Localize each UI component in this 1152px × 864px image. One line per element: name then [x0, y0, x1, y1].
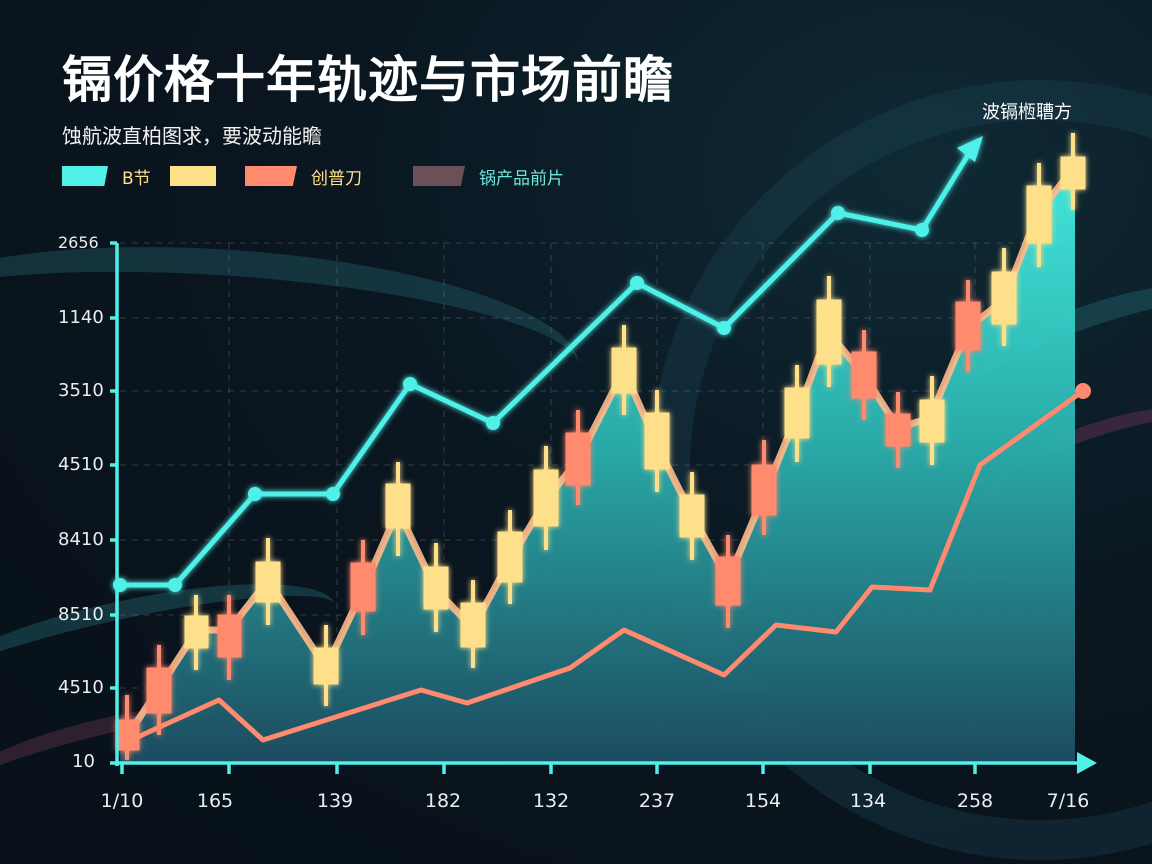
salmon-series-line [118, 388, 1085, 748]
x-tick-label: 139 [316, 790, 354, 812]
y-tick-label: 4510 [58, 454, 104, 475]
x-tick-label: 182 [424, 790, 462, 812]
legend-swatch-yellow [170, 166, 216, 186]
x-tick-label: 165 [196, 790, 234, 812]
x-tick-label: 134 [849, 790, 887, 812]
legend-item-salmon: 创普刀 [245, 164, 362, 189]
chart-annotation: 波镉㮓䏆方 [982, 102, 1072, 123]
x-tick-label: 258 [956, 790, 994, 812]
legend-item-cyan: B节 [62, 164, 151, 189]
legend-swatch-cyan [62, 166, 108, 186]
y-tick-label: 1140 [58, 307, 104, 328]
legend-label: B节 [122, 168, 151, 189]
y-tick-label: 2656 [58, 233, 99, 252]
y-tick-label: 3510 [58, 380, 104, 401]
cyan-series [113, 136, 983, 592]
legend-item-yellow [170, 164, 216, 188]
x-tick-label: 154 [744, 790, 782, 812]
area-fill [120, 170, 1075, 763]
candles [116, 133, 1086, 760]
y-tick-label: 4510 [58, 677, 104, 698]
y-tick-label: 8410 [58, 529, 104, 550]
x-tick-label: 237 [638, 790, 676, 812]
axes [110, 241, 1097, 774]
trend-arrow-head-icon [957, 136, 983, 162]
x-tick-label: 1/10 [100, 790, 144, 812]
legend-label: 创普刀 [311, 168, 362, 189]
x-tick-label: 7/16 [1046, 790, 1090, 812]
legend-label: 锅产品前片 [479, 168, 564, 189]
chart-subtitle: 蚀航波直柏图求，要波动能瞻 [62, 124, 322, 148]
x-tick-label: 132 [532, 790, 570, 812]
legend-swatch-salmon [245, 166, 297, 186]
y-tick-label: 8510 [58, 604, 104, 625]
chart-title: 镉价格十年轨迹与市场前瞻 [62, 51, 674, 109]
salmon-series-endpoint [1075, 383, 1091, 399]
legend-swatch-mauve [413, 166, 465, 186]
y-tick-label: 10 [72, 751, 95, 772]
legend-item-mauve: 锅产品前片 [413, 164, 564, 189]
